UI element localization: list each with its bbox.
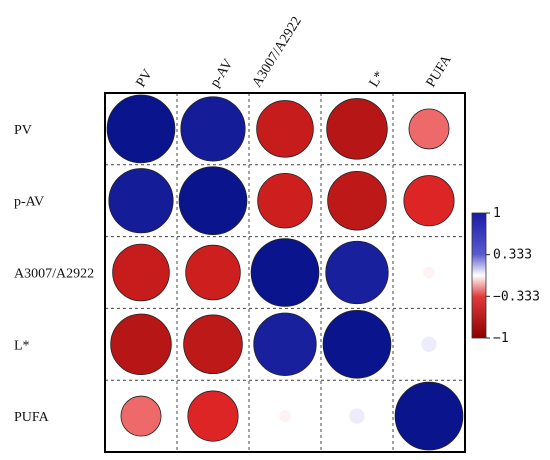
colorbar-tick-label: −0.333 (493, 289, 540, 304)
column-label: PV (134, 67, 156, 90)
colorbar-tick-label: −1 (493, 331, 509, 346)
correlation-circle (322, 309, 392, 379)
correlation-circle (106, 94, 176, 164)
correlation-circle (327, 170, 387, 231)
row-label: A3007/A2922 (14, 267, 94, 282)
grid (104, 92, 466, 453)
correlation-circle (256, 100, 314, 158)
correlation-circle (108, 168, 174, 234)
correlation-circle (253, 312, 317, 376)
correlation-circle (257, 172, 313, 229)
correlation-circle (250, 238, 320, 307)
plot-frame (104, 92, 466, 453)
row-label: PV (14, 123, 32, 138)
correlation-circle (112, 243, 170, 302)
correlation-circle (408, 108, 450, 150)
correlation-circle (180, 96, 246, 162)
correlation-circle (403, 175, 455, 227)
row-label: L* (14, 338, 30, 353)
correlation-circle (394, 381, 464, 451)
correlation-circle (187, 390, 239, 442)
colorbar-tick-label: 0.333 (493, 248, 532, 263)
correlation-circle (349, 408, 365, 424)
correlation-circle (326, 98, 388, 160)
column-label: L* (367, 69, 388, 90)
correlation-circle (421, 336, 437, 352)
row-label: p-AV (14, 195, 44, 210)
column-label: A3007/A2922 (250, 14, 305, 90)
circles (106, 94, 464, 451)
correlation-circle (183, 314, 243, 375)
correlation-circle (178, 166, 248, 235)
row-label: PUFA (14, 410, 50, 425)
correlation-circle (279, 410, 291, 422)
correlation-circle (120, 395, 162, 437)
correlation-circle (185, 244, 241, 301)
column-label: p-AV (208, 57, 237, 90)
colorbar-tick-label: 1 (493, 206, 501, 221)
colorbar-gradient (471, 212, 487, 339)
colorbar: 1 0.333 −0.333 −1 (471, 206, 540, 346)
column-label: PUFA (424, 52, 456, 90)
correlation-circle (110, 313, 172, 376)
correlation-circle (423, 266, 435, 279)
correlation-circle (325, 240, 389, 305)
